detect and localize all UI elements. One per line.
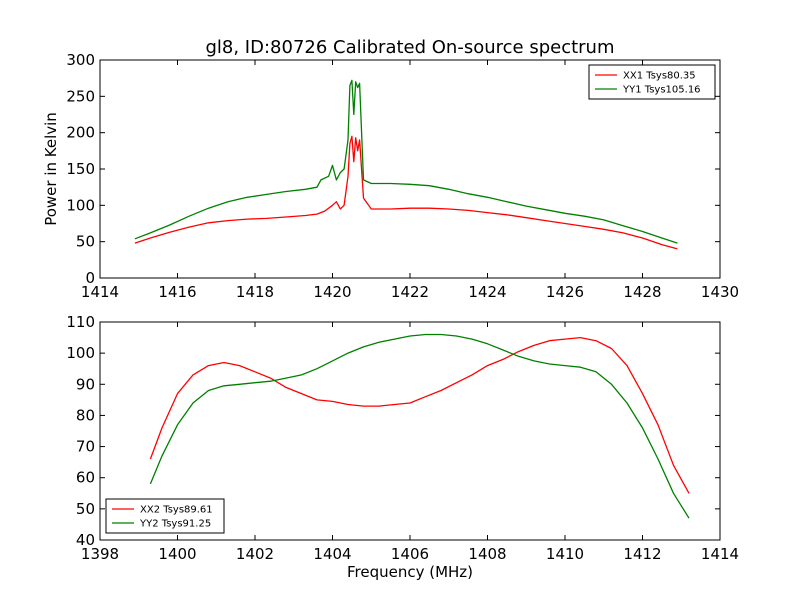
x-tick-label: 1398 bbox=[81, 545, 119, 563]
y-tick-label: 70 bbox=[76, 438, 95, 456]
legend-box bbox=[105, 498, 225, 534]
x-tick-label: 1426 bbox=[546, 283, 584, 301]
y-tick-label: 40 bbox=[76, 531, 95, 549]
x-tick-label: 1428 bbox=[623, 283, 661, 301]
series-line-0-0 bbox=[134, 135, 678, 250]
y-tick-label: 60 bbox=[76, 469, 95, 487]
y-tick-label: 100 bbox=[66, 344, 95, 362]
x-tick-label: 1412 bbox=[623, 545, 661, 563]
y-tick-label: 80 bbox=[76, 406, 95, 424]
x-tick-label: 1414 bbox=[701, 545, 739, 563]
y-axis-title: Power in Kelvin bbox=[42, 112, 60, 226]
y-tick-label: 100 bbox=[66, 196, 95, 214]
x-tick-label: 1424 bbox=[468, 283, 506, 301]
x-tick-label: 1430 bbox=[701, 283, 739, 301]
series-line-1-0 bbox=[149, 336, 690, 494]
y-tick-label: 50 bbox=[76, 233, 95, 251]
top-spectrum-panel: 1414 1416 1418 1420 1422 1424 1426 1428 1430 0 50 1… bbox=[42, 51, 739, 301]
x-axis-title: Frequency (MHz) bbox=[347, 563, 473, 581]
x-tick-label: 1404 bbox=[313, 545, 351, 563]
bottom-spectrum-panel: 1398 1400 1402 1404 1406 1408 1410 1412 1414 40 50… bbox=[66, 313, 739, 581]
x-tick-label: 1402 bbox=[236, 545, 274, 563]
x-tick-label: 1416 bbox=[158, 283, 196, 301]
x-tick-label: 1420 bbox=[313, 283, 351, 301]
legend-label: YY1 Tsys105.16 bbox=[622, 85, 701, 96]
x-tick-label: 1400 bbox=[158, 545, 196, 563]
y-tick-label: 50 bbox=[76, 500, 95, 518]
legend-label: YY2 Tsys91.25 bbox=[139, 519, 211, 530]
y-tick-label: 300 bbox=[66, 51, 95, 69]
series-line-0-1 bbox=[134, 79, 678, 244]
x-tick-label: 1410 bbox=[546, 545, 584, 563]
y-tick-label: 250 bbox=[66, 87, 95, 105]
series-line-1-1 bbox=[149, 333, 690, 519]
legend-label: XX1 Tsys80.35 bbox=[623, 71, 696, 82]
x-tick-label: 1408 bbox=[468, 545, 506, 563]
y-tick-label: 150 bbox=[66, 160, 95, 178]
legend-0: XX1 Tsys80.35 YY1 Tsys105.16 bbox=[588, 64, 716, 100]
x-tick-label: 1422 bbox=[391, 283, 429, 301]
legend-1: XX2 Tsys89.61 YY2 Tsys91.25 bbox=[105, 498, 225, 534]
y-tick-label: 0 bbox=[85, 269, 95, 287]
y-tick-label: 200 bbox=[66, 124, 95, 142]
legend-box bbox=[588, 64, 716, 100]
y-tick-label: 110 bbox=[66, 313, 95, 331]
y-tick-label: 90 bbox=[76, 375, 95, 393]
x-tick-label: 1418 bbox=[236, 283, 274, 301]
x-tick-label: 1414 bbox=[81, 283, 119, 301]
legend-label: XX2 Tsys89.61 bbox=[140, 505, 213, 516]
figure-title: gl8, ID:80726 Calibrated On-source spect… bbox=[205, 37, 614, 58]
x-tick-label: 1406 bbox=[391, 545, 429, 563]
